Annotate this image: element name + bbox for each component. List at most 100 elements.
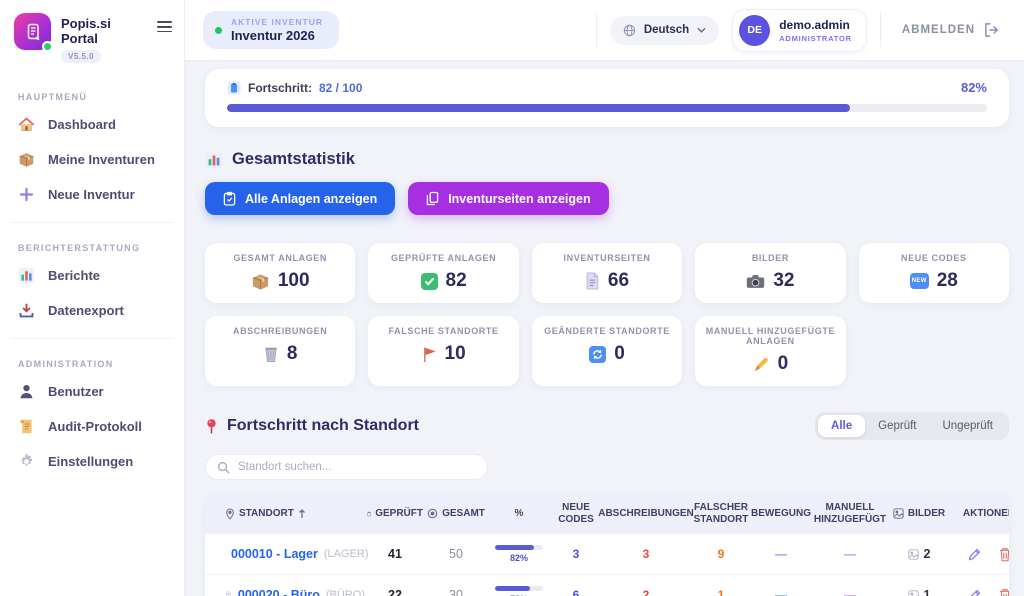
stat-value: 28 (936, 270, 958, 291)
new-codes-count: 3 (572, 547, 580, 561)
search-input[interactable] (238, 461, 476, 473)
movement-count: — (775, 588, 787, 596)
table-row: 000010 - Lager (LAGER) 41 50 82% 3 3 9 —… (205, 533, 1009, 574)
sidebar-item-einstellungen[interactable]: Einstellungen (16, 444, 168, 479)
search-icon (217, 461, 230, 474)
sidebar-section-main: HAUPTMENÜ Dashboard Meine Inventuren Neu… (0, 92, 184, 212)
logout-button[interactable]: ABMELDEN (894, 17, 1008, 43)
sidebar-item-label: Neue Inventur (48, 187, 135, 202)
stat-value: 32 (773, 270, 795, 291)
edit-button[interactable] (967, 547, 982, 562)
writing-hand-icon (754, 357, 768, 371)
sidebar-item-meine-inventuren[interactable]: Meine Inventuren (16, 142, 168, 177)
header-falscher-standort[interactable]: FALSCHER STANDORT (691, 494, 751, 533)
stat-value: 8 (286, 343, 298, 364)
location-link[interactable]: 000020 - Büro (237, 588, 320, 596)
movement-count: — (775, 547, 787, 561)
section-label: ADMINISTRATION (18, 359, 114, 369)
header-label: ABSCHREIBUNGEN (598, 507, 694, 519)
sidebar-item-label: Datenexport (48, 303, 124, 318)
sidebar-item-audit-protokoll[interactable]: Audit-Protokoll (16, 409, 168, 444)
progress-percent: 82% (960, 80, 987, 95)
filter-alle[interactable]: Alle (818, 415, 866, 437)
header-bilder[interactable]: BILDER (889, 494, 949, 533)
location-tag: (BÜRO) (325, 589, 365, 596)
delete-button[interactable] (998, 547, 1009, 562)
online-status-dot (42, 41, 53, 52)
sidebar-item-datenexport[interactable]: Datenexport (16, 293, 168, 328)
location-pin-icon (226, 507, 234, 520)
stat-cards-row2: ABSCHREIBUNGEN 8 FALSCHE STANDORTE 10 GE… (205, 316, 1009, 386)
chevron-down-icon (697, 27, 706, 33)
stat-label: NEUE CODES (901, 253, 967, 263)
language-selector[interactable]: Deutsch (609, 15, 720, 45)
button-label: Inventurseiten anzeigen (448, 191, 591, 206)
manual-count: — (844, 547, 856, 561)
topbar: AKTIVE INVENTUR Inventur 2026 Deutsch DE… (185, 0, 1024, 61)
header-label: BILDER (907, 507, 946, 519)
app-title: Popis.si Portal (61, 16, 111, 46)
row-progress-label: 73% (510, 594, 528, 596)
app-logo-row: Popis.si Portal V5.5.0 (0, 0, 184, 72)
sidebar-item-dashboard[interactable]: Dashboard (16, 107, 168, 142)
user-menu[interactable]: DE demo.admin ADMINISTRATOR (732, 8, 867, 52)
header-percent[interactable]: % (487, 494, 551, 533)
sidebar-item-berichte[interactable]: Berichte (16, 258, 168, 293)
avatar: DE (739, 14, 771, 46)
download-icon (19, 303, 34, 318)
images-count: 2 (923, 547, 931, 561)
header-neue-codes[interactable]: NEUE CODES (551, 494, 601, 533)
header-label: GESAMT (442, 507, 485, 519)
clipboard-icon (227, 81, 241, 94)
locations-table: STANDORT GEPRÜFT GESAMT % NEUE CODES ABS… (205, 494, 1009, 596)
new-codes-count: 6 (572, 588, 580, 596)
sidebar-item-benutzer[interactable]: Benutzer (16, 374, 168, 409)
stat-value: 0 (614, 343, 625, 364)
trash-icon (999, 588, 1009, 596)
version-badge: V5.5.0 (61, 50, 102, 63)
location-link[interactable]: 000010 - Lager (231, 547, 318, 561)
sidebar: Popis.si Portal V5.5.0 HAUPTMENÜ Dashboa… (0, 0, 185, 596)
progress-value: 82 / 100 (319, 80, 363, 95)
stat-label: GEÄNDERTE STANDORTE (544, 326, 670, 336)
app-logo (14, 13, 53, 52)
location-pin-icon (225, 591, 232, 596)
stat-label: GESAMT ANLAGEN (233, 253, 327, 263)
header-manuell[interactable]: MANUELL HINZUGEFÜGT (811, 494, 889, 533)
sort-asc-icon (298, 508, 305, 518)
refresh-icon (589, 345, 607, 363)
stat-value: 100 (277, 270, 310, 291)
hamburger-menu-icon[interactable] (157, 21, 172, 33)
stat-card-falsche-standorte: FALSCHE STANDORTE 10 (368, 316, 519, 386)
progress-bar-fill (227, 104, 851, 112)
pushpin-icon (207, 418, 216, 433)
edit-button[interactable] (967, 588, 982, 596)
sidebar-item-neue-inventur[interactable]: Neue Inventur (16, 177, 168, 212)
stat-label: FALSCHE STANDORTE (388, 326, 499, 336)
clipboard-check-icon (223, 191, 236, 206)
filter-geprueft[interactable]: Geprüft (865, 415, 929, 437)
header-bewegung[interactable]: BEWEGUNG (751, 494, 811, 533)
header-standort[interactable]: STANDORT (205, 494, 365, 533)
header-geprueft[interactable]: GEPRÜFT (365, 494, 425, 533)
trash-icon (999, 547, 1009, 561)
user-name: demo.admin (779, 17, 850, 32)
box-icon (252, 273, 269, 290)
logout-icon (985, 23, 999, 37)
filter-segmented-control: Alle Geprüft Ungeprüft (815, 412, 1009, 440)
app-logo-icon (14, 13, 51, 50)
row-progress-label: 82% (509, 553, 528, 563)
delete-button[interactable] (998, 588, 1009, 596)
show-all-assets-button[interactable]: Alle Anlagen anzeigen (205, 182, 396, 215)
active-inventory-badge[interactable]: AKTIVE INVENTUR Inventur 2026 (203, 11, 339, 49)
stat-value: 66 (607, 270, 630, 291)
filter-ungeprueft[interactable]: Ungeprüft (929, 415, 1006, 437)
wrong-location-count: 9 (717, 547, 725, 561)
header-abschreibungen[interactable]: ABSCHREIBUNGEN (598, 494, 694, 533)
table-header-row: STANDORT GEPRÜFT GESAMT % NEUE CODES ABS… (205, 494, 1009, 533)
image-icon (907, 589, 919, 596)
stat-label: MANUELL HINZUGEFÜGTE ANLAGEN (705, 326, 836, 346)
user-role: ADMINISTRATOR (779, 33, 852, 43)
show-inventory-pages-button[interactable]: Inventurseiten anzeigen (408, 182, 609, 215)
header-gesamt[interactable]: GESAMT (425, 494, 487, 533)
